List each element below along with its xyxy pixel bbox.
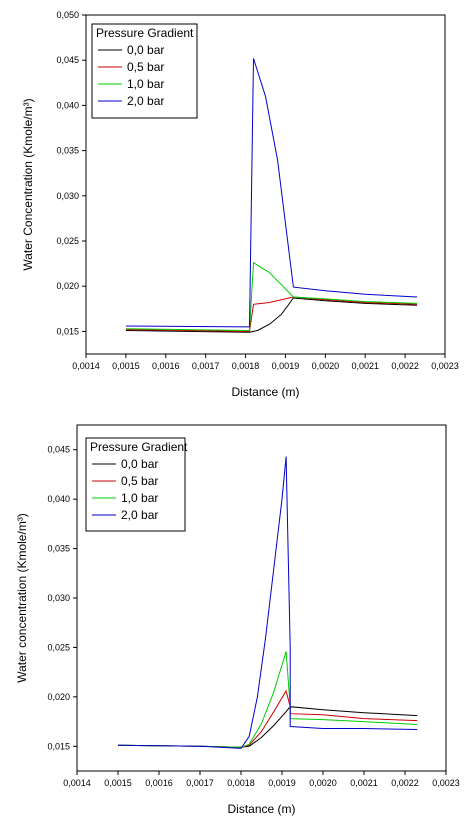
chart-1: 0,0014 0,0015 0,0016 0,0017 0,0018 0,0019 0,00… <box>21 10 459 399</box>
y-tick-label: 0,030 <box>47 593 70 603</box>
series-line-0-5-bar <box>125 296 418 332</box>
chart-2: 0,0014 0,0015 0,0016 0,0017 0,0018 0,0019 0,00… <box>15 424 460 816</box>
x-tick-label: 0,0017 <box>186 778 214 788</box>
x-tick-label: 0,0018 <box>232 361 260 371</box>
x-tick-label: 0,0022 <box>391 361 419 371</box>
y-tick-label: 0,040 <box>56 100 79 110</box>
y-tick-label: 0,025 <box>47 642 70 652</box>
legend-box <box>91 23 198 119</box>
x-tick-label: 0,0020 <box>312 361 340 371</box>
y-tick-label: 0,035 <box>56 146 79 156</box>
legend-entry-label: 0,0 bar <box>127 43 164 57</box>
y-tick-label: 0,045 <box>47 445 70 455</box>
x-tick-label: 0,0021 <box>350 778 378 788</box>
x-tick-label: 0,0020 <box>309 778 337 788</box>
x-tick-label: 0,0018 <box>227 778 255 788</box>
x-axis-label: Distance (m) <box>227 802 295 816</box>
legend-title: Pressure Gradient <box>90 440 188 454</box>
legend-entry-label: 2,0 bar <box>121 508 158 522</box>
plot-frame <box>85 14 446 355</box>
x-tick-label: 0,0016 <box>145 778 173 788</box>
y-axis-label: Water Concentration (Kmole/m³) <box>21 98 35 270</box>
x-tick-label: 0,0023 <box>432 778 460 788</box>
legend-entry-label: 0,0 bar <box>121 457 158 471</box>
x-tick-label: 0,0023 <box>431 361 459 371</box>
x-tick-label: 0,0015 <box>104 778 132 788</box>
y-tick-label: 0,050 <box>56 10 79 20</box>
legend-entry-label: 0,5 bar <box>127 60 164 74</box>
series-line-0-5-bar <box>117 689 418 748</box>
legend-title: Pressure Gradient <box>96 26 194 40</box>
x-tick-label: 0,0017 <box>192 361 220 371</box>
x-tick-label: 0,0021 <box>351 361 379 371</box>
x-tick-label: 0,0014 <box>63 778 91 788</box>
series-line-0-0-bar <box>125 297 418 333</box>
y-tick-label: 0,020 <box>47 692 70 702</box>
y-tick-label: 0,045 <box>56 55 79 65</box>
series-line-0-0-bar <box>117 706 418 748</box>
legend-entry-label: 0,5 bar <box>121 474 158 488</box>
series-line-2-0-bar <box>117 456 418 749</box>
series-line-1-0-bar <box>125 261 418 331</box>
y-tick-label: 0,015 <box>47 741 70 751</box>
y-tick-label: 0,015 <box>56 326 79 336</box>
series-line-1-0-bar <box>117 651 418 748</box>
y-axis-label: Water concentration (Kmole/m³) <box>15 513 29 683</box>
y-tick-label: 0,030 <box>56 191 79 201</box>
legend-entry-label: 2,0 bar <box>127 94 164 108</box>
y-tick-label: 0,035 <box>47 544 70 554</box>
y-tick-label: 0,020 <box>56 281 79 291</box>
x-tick-label: 0,0015 <box>112 361 140 371</box>
x-tick-label: 0,0014 <box>72 361 100 371</box>
y-tick-label: 0,040 <box>47 494 70 504</box>
y-tick-label: 0,025 <box>56 236 79 246</box>
x-tick-label: 0,0016 <box>152 361 180 371</box>
x-tick-label: 0,0019 <box>268 778 296 788</box>
x-tick-label: 0,0019 <box>272 361 300 371</box>
legend-entry-label: 1,0 bar <box>127 77 164 91</box>
series-line-2-0-bar <box>125 58 418 328</box>
legend-entry-label: 1,0 bar <box>121 491 158 505</box>
x-axis-label: Distance (m) <box>231 385 299 399</box>
x-tick-label: 0,0022 <box>391 778 419 788</box>
